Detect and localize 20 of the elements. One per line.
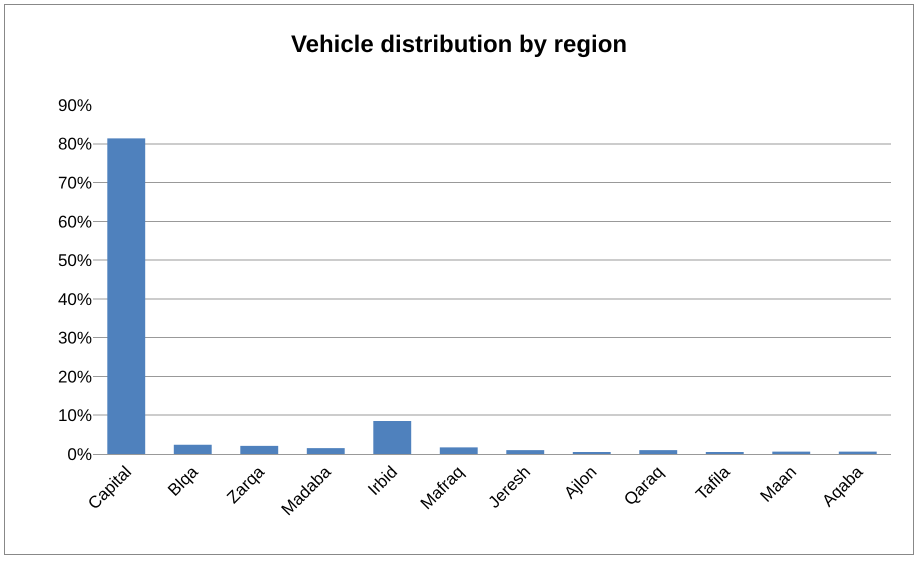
y-tick-label: 70%: [58, 174, 92, 193]
bar: [240, 446, 278, 454]
y-tick-label: 80%: [58, 134, 92, 154]
y-tick-label: 90%: [58, 96, 92, 115]
y-tick-label: 50%: [58, 251, 92, 270]
y-tick-label: 20%: [58, 367, 92, 386]
bar: [506, 450, 544, 454]
bar: [639, 450, 678, 454]
y-tick-label: 40%: [58, 290, 92, 309]
x-tick-label: Blqa: [164, 462, 202, 500]
y-tick-label: 60%: [58, 212, 92, 232]
bar: [440, 447, 478, 454]
bar: [373, 421, 412, 454]
chart-title: Vehicle distribution by region: [290, 30, 628, 58]
y-tick-label: 30%: [58, 328, 92, 348]
bar: [306, 448, 345, 454]
y-tick-label: 10%: [58, 406, 92, 426]
y-tick-label: 0%: [67, 444, 92, 464]
bar: [174, 444, 212, 454]
bar: [107, 138, 146, 454]
